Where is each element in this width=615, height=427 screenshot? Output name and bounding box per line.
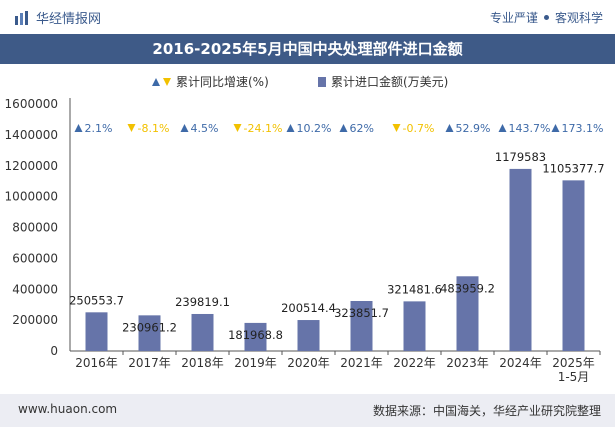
y-tick-label: 400000 bbox=[12, 282, 58, 296]
bar bbox=[85, 312, 108, 351]
x-tick-label: 2025年 bbox=[552, 356, 595, 370]
bar bbox=[403, 301, 426, 351]
bar-value-label: 239819.1 bbox=[175, 295, 230, 309]
legend-down-triangle-icon bbox=[163, 78, 171, 86]
growth-down-icon bbox=[233, 124, 242, 132]
legend-growth-label: 累计同比增速(%) bbox=[176, 75, 269, 89]
y-tick-label: 600000 bbox=[12, 251, 58, 265]
bar bbox=[350, 301, 373, 351]
y-tick-label: 1400000 bbox=[5, 128, 58, 142]
x-tick-label: 2020年 bbox=[287, 356, 330, 370]
bar bbox=[509, 168, 532, 351]
bar bbox=[191, 313, 214, 351]
bar bbox=[562, 180, 585, 351]
y-tick-label: 800000 bbox=[12, 221, 58, 235]
footer: www.huaon.com 数据来源：中国海关，华经产业研究院整理 bbox=[0, 394, 615, 427]
legend-series-label: 累计进口金额(万美元) bbox=[331, 74, 448, 89]
y-tick-label: 1000000 bbox=[5, 190, 58, 204]
footer-site[interactable]: www.huaon.com bbox=[18, 402, 118, 416]
x-tick-label: 2022年 bbox=[393, 356, 436, 370]
bar-value-label: 483959.2 bbox=[440, 281, 495, 295]
bar-value-label: 321481.6 bbox=[387, 282, 442, 296]
bar-value-label: 230961.2 bbox=[122, 320, 177, 334]
bar bbox=[297, 320, 320, 351]
x-tick-label: 2017年 bbox=[128, 356, 171, 370]
chart-title: 2016-2025年5月中国中央处理部件进口金额 bbox=[0, 34, 615, 64]
growth-up-icon bbox=[74, 124, 83, 132]
growth-label: 52.9% bbox=[456, 122, 491, 135]
footer-source: 数据来源：中国海关，华经产业研究院整理 bbox=[372, 404, 601, 418]
growth-down-icon bbox=[127, 124, 136, 132]
growth-up-icon bbox=[339, 124, 348, 132]
bar-value-label: 323851.7 bbox=[334, 306, 389, 320]
brand[interactable]: 华经情报网 bbox=[14, 8, 101, 27]
growth-label: -8.1% bbox=[138, 122, 170, 135]
bar bbox=[138, 315, 161, 351]
growth-label: 2.1% bbox=[85, 122, 113, 135]
bar-value-label: 1105377.7 bbox=[542, 161, 604, 175]
x-tick-label: 2024年 bbox=[499, 356, 542, 370]
legend-up-triangle-icon bbox=[152, 78, 160, 86]
growth-label: 143.7% bbox=[509, 122, 551, 135]
brand-name: 华经情报网 bbox=[36, 12, 102, 27]
y-tick-label: 1600000 bbox=[5, 97, 58, 111]
growth-label: -0.7% bbox=[403, 122, 435, 135]
growth-down-icon bbox=[392, 124, 401, 132]
growth-label: 62% bbox=[350, 122, 374, 135]
bar bbox=[456, 276, 479, 351]
tagline: 专业严谨 客观科学 bbox=[490, 9, 603, 26]
tagline-1: 专业严谨 bbox=[489, 11, 538, 25]
growth-up-icon bbox=[498, 124, 507, 132]
x-tick-label: 2018年 bbox=[181, 356, 224, 370]
x-tick-label: 2019年 bbox=[234, 356, 277, 370]
growth-label: 173.1% bbox=[562, 122, 604, 135]
legend-bar-swatch bbox=[318, 77, 326, 87]
separator-dot-icon bbox=[543, 15, 549, 20]
x-tick-label: 2021年 bbox=[340, 356, 383, 370]
y-tick-label: 1200000 bbox=[5, 159, 58, 173]
tagline-2: 客观科学 bbox=[554, 11, 603, 25]
brand-logo-icon bbox=[15, 10, 28, 25]
x-tick-label: 2016年 bbox=[75, 356, 118, 370]
y-tick-label: 200000 bbox=[12, 313, 58, 327]
bar-value-label: 250553.7 bbox=[69, 293, 124, 307]
y-tick-label: 0 bbox=[50, 344, 58, 358]
x-tick-label: 1-5月 bbox=[558, 370, 590, 384]
growth-up-icon bbox=[180, 124, 189, 132]
growth-label: -24.1% bbox=[244, 122, 283, 135]
bar-chart: 累计同比增速(%) 累计进口金额(万美元) 0 200000 400000 600000 8… bbox=[5, 74, 605, 384]
growth-up-icon bbox=[286, 124, 295, 132]
growth-label: 10.2% bbox=[297, 122, 332, 135]
chart-area: 累计同比增速(%) 累计进口金额(万美元) 0 200000 400000 600000 8… bbox=[0, 64, 615, 394]
bar-value-label: 181968.8 bbox=[228, 328, 283, 342]
growth-up-icon bbox=[445, 124, 454, 132]
bar-value-label: 1179583 bbox=[495, 150, 546, 164]
bar-value-label: 200514.4 bbox=[281, 301, 336, 315]
x-tick-label: 2023年 bbox=[446, 356, 489, 370]
top-bar: 华经情报网 专业严谨 客观科学 bbox=[0, 0, 615, 34]
growth-up-icon bbox=[551, 124, 560, 132]
bar bbox=[244, 322, 267, 351]
growth-label: 4.5% bbox=[191, 122, 219, 135]
